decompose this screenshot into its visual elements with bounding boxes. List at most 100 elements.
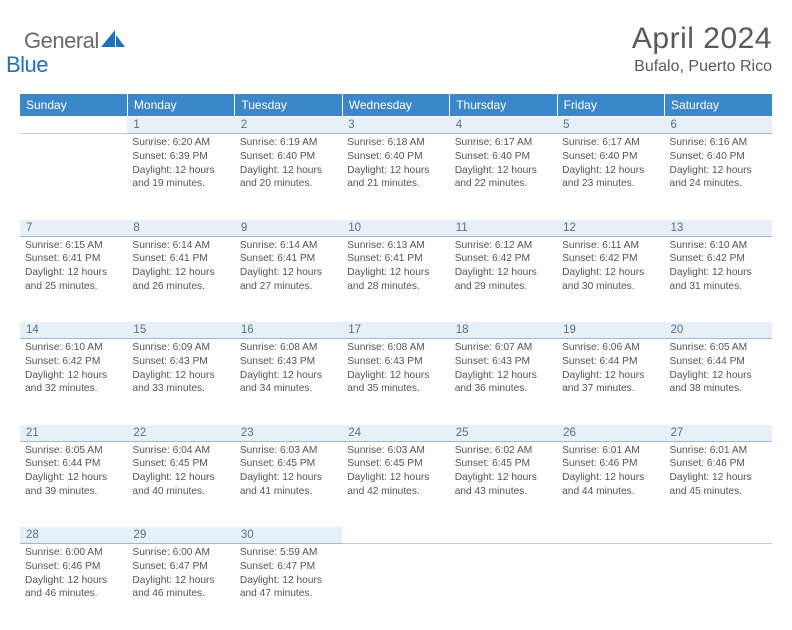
- sunset-line: Sunset: 6:45 PM: [132, 457, 229, 471]
- day-details-cell: Sunrise: 6:08 AMSunset: 6:43 PMDaylight:…: [235, 339, 342, 425]
- daylight-line: Daylight: 12 hours and 35 minutes.: [347, 369, 444, 397]
- day-number-row: 123456: [20, 117, 772, 134]
- title-block: April 2024 Bufalo, Puerto Rico: [632, 22, 772, 76]
- day-number-cell: 22: [127, 425, 234, 442]
- sunrise-line: Sunrise: 6:06 AM: [562, 341, 659, 355]
- col-wednesday: Wednesday: [342, 94, 449, 117]
- day-number-cell: 27: [665, 425, 772, 442]
- day-details-row: Sunrise: 6:10 AMSunset: 6:42 PMDaylight:…: [20, 339, 772, 425]
- daylight-line: Daylight: 12 hours and 46 minutes.: [25, 574, 122, 602]
- daylight-line: Daylight: 12 hours and 20 minutes.: [240, 164, 337, 192]
- day-details-cell: Sunrise: 6:06 AMSunset: 6:44 PMDaylight:…: [557, 339, 664, 425]
- day-details-row: Sunrise: 6:05 AMSunset: 6:44 PMDaylight:…: [20, 441, 772, 527]
- sunrise-line: Sunrise: 6:17 AM: [455, 136, 552, 150]
- daylight-line: Daylight: 12 hours and 19 minutes.: [132, 164, 229, 192]
- day-number-cell: 30: [235, 527, 342, 544]
- daylight-line: Daylight: 12 hours and 43 minutes.: [455, 471, 552, 499]
- brand-part1: General: [24, 28, 99, 54]
- sunset-line: Sunset: 6:43 PM: [455, 355, 552, 369]
- page-title: April 2024: [632, 22, 772, 56]
- day-number-cell: 13: [665, 220, 772, 237]
- day-details-cell: Sunrise: 6:01 AMSunset: 6:46 PMDaylight:…: [665, 441, 772, 527]
- sunrise-line: Sunrise: 6:10 AM: [25, 341, 122, 355]
- sunrise-line: Sunrise: 6:08 AM: [347, 341, 444, 355]
- col-saturday: Saturday: [665, 94, 772, 117]
- sunrise-line: Sunrise: 6:03 AM: [347, 444, 444, 458]
- daylight-line: Daylight: 12 hours and 25 minutes.: [25, 266, 122, 294]
- sunset-line: Sunset: 6:45 PM: [240, 457, 337, 471]
- sunset-line: Sunset: 6:46 PM: [562, 457, 659, 471]
- day-number-cell: 21: [20, 425, 127, 442]
- sunrise-line: Sunrise: 6:14 AM: [240, 239, 337, 253]
- day-details-cell: Sunrise: 6:00 AMSunset: 6:47 PMDaylight:…: [127, 544, 234, 630]
- day-number-row: 282930: [20, 527, 772, 544]
- sunset-line: Sunset: 6:46 PM: [25, 560, 122, 574]
- daylight-line: Daylight: 12 hours and 31 minutes.: [670, 266, 767, 294]
- day-number-row: 21222324252627: [20, 425, 772, 442]
- day-number-cell: 5: [557, 117, 664, 134]
- sunset-line: Sunset: 6:41 PM: [240, 252, 337, 266]
- daylight-line: Daylight: 12 hours and 22 minutes.: [455, 164, 552, 192]
- day-details-cell: Sunrise: 6:08 AMSunset: 6:43 PMDaylight:…: [342, 339, 449, 425]
- daylight-line: Daylight: 12 hours and 38 minutes.: [670, 369, 767, 397]
- day-number-cell: 11: [450, 220, 557, 237]
- daylight-line: Daylight: 12 hours and 44 minutes.: [562, 471, 659, 499]
- day-details-cell: Sunrise: 6:20 AMSunset: 6:39 PMDaylight:…: [127, 134, 234, 220]
- sunrise-line: Sunrise: 6:08 AM: [240, 341, 337, 355]
- day-number-cell: [450, 527, 557, 544]
- sunrise-line: Sunrise: 6:00 AM: [132, 546, 229, 560]
- day-number-cell: 28: [20, 527, 127, 544]
- sunrise-line: Sunrise: 6:05 AM: [25, 444, 122, 458]
- day-details-cell: Sunrise: 6:16 AMSunset: 6:40 PMDaylight:…: [665, 134, 772, 220]
- sunset-line: Sunset: 6:43 PM: [240, 355, 337, 369]
- daylight-line: Daylight: 12 hours and 34 minutes.: [240, 369, 337, 397]
- day-details-cell: Sunrise: 6:14 AMSunset: 6:41 PMDaylight:…: [127, 236, 234, 322]
- day-number-cell: 8: [127, 220, 234, 237]
- day-details-cell: Sunrise: 6:11 AMSunset: 6:42 PMDaylight:…: [557, 236, 664, 322]
- sunset-line: Sunset: 6:41 PM: [347, 252, 444, 266]
- brand-logo: General Blue: [20, 22, 127, 78]
- day-number-cell: 24: [342, 425, 449, 442]
- daylight-line: Daylight: 12 hours and 36 minutes.: [455, 369, 552, 397]
- day-details-cell: Sunrise: 6:10 AMSunset: 6:42 PMDaylight:…: [665, 236, 772, 322]
- day-details-cell: Sunrise: 6:17 AMSunset: 6:40 PMDaylight:…: [450, 134, 557, 220]
- daylight-line: Daylight: 12 hours and 46 minutes.: [132, 574, 229, 602]
- sunset-line: Sunset: 6:46 PM: [670, 457, 767, 471]
- daylight-line: Daylight: 12 hours and 42 minutes.: [347, 471, 444, 499]
- day-details-cell: Sunrise: 5:59 AMSunset: 6:47 PMDaylight:…: [235, 544, 342, 630]
- daylight-line: Daylight: 12 hours and 21 minutes.: [347, 164, 444, 192]
- day-number-cell: [557, 527, 664, 544]
- day-number-row: 14151617181920: [20, 322, 772, 339]
- sunset-line: Sunset: 6:42 PM: [562, 252, 659, 266]
- sunset-line: Sunset: 6:43 PM: [132, 355, 229, 369]
- sunset-line: Sunset: 6:41 PM: [132, 252, 229, 266]
- brand-part2: Blue: [6, 52, 127, 78]
- daylight-line: Daylight: 12 hours and 41 minutes.: [240, 471, 337, 499]
- day-number-cell: 12: [557, 220, 664, 237]
- sunset-line: Sunset: 6:40 PM: [670, 150, 767, 164]
- daylight-line: Daylight: 12 hours and 37 minutes.: [562, 369, 659, 397]
- sunrise-line: Sunrise: 6:14 AM: [132, 239, 229, 253]
- sunrise-line: Sunrise: 6:02 AM: [455, 444, 552, 458]
- sunset-line: Sunset: 6:42 PM: [455, 252, 552, 266]
- daylight-line: Daylight: 12 hours and 32 minutes.: [25, 369, 122, 397]
- sunset-line: Sunset: 6:41 PM: [25, 252, 122, 266]
- day-number-cell: 20: [665, 322, 772, 339]
- sunset-line: Sunset: 6:40 PM: [455, 150, 552, 164]
- col-tuesday: Tuesday: [235, 94, 342, 117]
- day-details-cell: Sunrise: 6:04 AMSunset: 6:45 PMDaylight:…: [127, 441, 234, 527]
- header: General Blue April 2024 Bufalo, Puerto R…: [20, 22, 772, 78]
- daylight-line: Daylight: 12 hours and 23 minutes.: [562, 164, 659, 192]
- day-details-cell: Sunrise: 6:05 AMSunset: 6:44 PMDaylight:…: [20, 441, 127, 527]
- day-number-cell: 10: [342, 220, 449, 237]
- day-number-cell: 26: [557, 425, 664, 442]
- sunrise-line: Sunrise: 6:19 AM: [240, 136, 337, 150]
- sunset-line: Sunset: 6:45 PM: [347, 457, 444, 471]
- daylight-line: Daylight: 12 hours and 33 minutes.: [132, 369, 229, 397]
- day-details-row: Sunrise: 6:20 AMSunset: 6:39 PMDaylight:…: [20, 134, 772, 220]
- daylight-line: Daylight: 12 hours and 39 minutes.: [25, 471, 122, 499]
- sunset-line: Sunset: 6:44 PM: [562, 355, 659, 369]
- day-number-cell: 9: [235, 220, 342, 237]
- day-details-cell: Sunrise: 6:05 AMSunset: 6:44 PMDaylight:…: [665, 339, 772, 425]
- col-friday: Friday: [557, 94, 664, 117]
